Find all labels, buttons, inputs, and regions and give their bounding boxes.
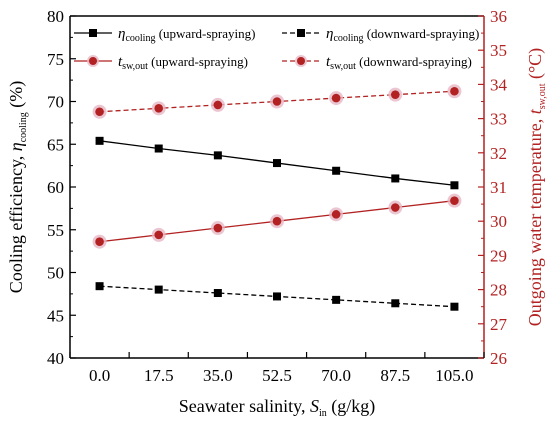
- data-point: [273, 292, 281, 301]
- left-tick-label: 40: [47, 349, 64, 368]
- right-tick-label: 36: [490, 7, 507, 26]
- data-point: [213, 289, 222, 298]
- right-tick-label: 35: [490, 41, 507, 60]
- data-point: [213, 151, 222, 160]
- data-point: [331, 93, 341, 103]
- left-axis-title: Cooling efficiency, ηcooling (%): [6, 81, 29, 293]
- data-point: [390, 90, 400, 99]
- data-point: [391, 299, 400, 308]
- legend-label: tsw,out (upward-spraying): [118, 54, 248, 72]
- x-axis-ticks: 0.0 17.5 35.0 52.5 70.0 87.5 105.0: [69, 352, 485, 385]
- right-tick-label: 26: [490, 349, 507, 368]
- data-point: [95, 237, 104, 247]
- data-point: [154, 230, 164, 240]
- data-point: [332, 166, 341, 175]
- data-point: [390, 203, 400, 212]
- data-point: [213, 100, 223, 110]
- left-tick-label: 45: [47, 306, 64, 325]
- series-3: [92, 84, 462, 119]
- left-tick-label: 80: [47, 7, 64, 26]
- legend-item: tsw,out (upward-spraying): [74, 54, 248, 72]
- right-tick-label: 30: [490, 212, 507, 231]
- series-2: [92, 193, 462, 249]
- left-tick-label: 70: [47, 93, 64, 112]
- right-tick-label: 31: [490, 178, 507, 197]
- x-tick-label: 52.5: [262, 366, 292, 385]
- series-1: [95, 282, 459, 311]
- x-tick-label: 17.5: [144, 366, 174, 385]
- legend-label: ηcooling (downward-spraying): [326, 26, 479, 44]
- left-tick-label: 55: [47, 221, 64, 240]
- legend: ηcooling (upward-spraying) ηcooling (down…: [74, 26, 479, 72]
- data-point: [95, 282, 104, 291]
- right-tick-label: 29: [490, 246, 507, 265]
- legend-item: ηcooling (upward-spraying): [74, 26, 255, 44]
- data-point: [272, 97, 282, 106]
- left-tick-label: 50: [47, 264, 64, 283]
- x-tick-label: 105.0: [435, 366, 473, 385]
- x-tick-label: 87.5: [380, 366, 410, 385]
- data-point: [95, 107, 104, 117]
- x-tick-label: 70.0: [321, 366, 351, 385]
- left-tick-label: 65: [47, 135, 64, 154]
- legend-marker: [89, 29, 97, 37]
- data-point: [273, 159, 281, 168]
- axis-titles: Seawater salinity, Sin (g/kg) Cooling eff…: [6, 48, 548, 419]
- data-point: [95, 136, 104, 145]
- left-tick-label: 60: [47, 178, 64, 197]
- left-tick-label: 75: [47, 50, 64, 69]
- right-tick-label: 33: [490, 110, 507, 129]
- right-tick-label: 27: [490, 315, 508, 334]
- data-point: [391, 174, 400, 183]
- legend-label: ηcooling (upward-spraying): [118, 26, 255, 44]
- right-tick-label: 32: [490, 144, 507, 163]
- x-tick-label: 0.0: [89, 366, 110, 385]
- left-axis-ticks: 40 45 50 55 60 65 70 75 80: [47, 7, 76, 368]
- data-point: [331, 210, 341, 219]
- legend-item: tsw,out (downward-spraying): [282, 54, 472, 72]
- x-tick-label: 35.0: [203, 366, 233, 385]
- legend-marker: [89, 57, 97, 65]
- data-point: [450, 181, 459, 190]
- legend-label: tsw,out (downward-spraying): [326, 54, 472, 72]
- data-point: [154, 104, 164, 113]
- right-axis-ticks: 26 27 28 29 30 31 32 33 34 35 36: [478, 7, 508, 368]
- data-point: [450, 86, 459, 96]
- data-point: [154, 285, 163, 294]
- data-point: [272, 216, 282, 226]
- data-point: [450, 196, 459, 205]
- data-point: [213, 223, 223, 233]
- data-point: [154, 144, 163, 153]
- legend-marker: [297, 57, 305, 65]
- data-point: [450, 302, 459, 311]
- right-axis-title: Outgoing water temperature, tsw,out (°C): [525, 48, 548, 326]
- series-layer: [92, 84, 462, 311]
- x-axis-title: Seawater salinity, Sin (g/kg): [179, 396, 376, 419]
- right-tick-label: 34: [490, 75, 508, 94]
- series-0: [95, 136, 459, 190]
- legend-marker: [297, 29, 305, 37]
- data-point: [332, 295, 341, 304]
- legend-item: ηcooling (downward-spraying): [282, 26, 479, 44]
- right-tick-label: 28: [490, 281, 507, 300]
